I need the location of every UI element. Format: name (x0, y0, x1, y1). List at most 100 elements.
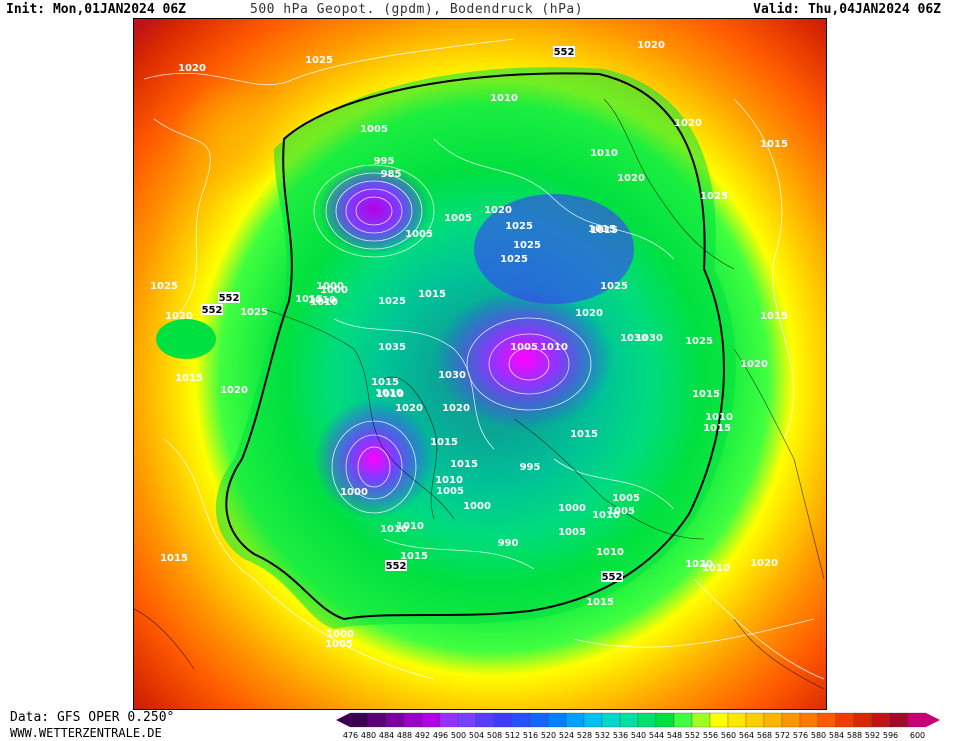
isobar-label: 1010 (396, 521, 424, 532)
isobar-label: 1005 (325, 639, 353, 650)
legend-tick-label: 512 (505, 731, 520, 740)
isobar-label: 1010 (376, 389, 404, 400)
isobar-label: 1020 (220, 385, 248, 396)
legend-tick-label: 572 (775, 731, 790, 740)
legend-tick-label: 500 (451, 731, 466, 740)
valid-time-label: Valid: Thu,04JAN2024 06Z (753, 2, 941, 17)
isobar-label: 1015 (450, 459, 478, 470)
isobar-label: 1020 (685, 559, 713, 570)
legend-tick-label: 524 (559, 731, 574, 740)
isobar-label: 1015 (371, 377, 399, 388)
legend-swatch (439, 712, 459, 728)
isobar-label: 1000 (320, 285, 348, 296)
legend-tick-label: 592 (865, 731, 880, 740)
isobar-label: 1025 (240, 307, 268, 318)
contour-552-label: 552 (602, 572, 623, 583)
isobar-label: 1020 (165, 311, 193, 322)
isobar-label: 1025 (500, 254, 528, 265)
legend-tick-label: 540 (631, 731, 646, 740)
weather-map[interactable]: 1020 1025 1025 1020 1020 1015 1025 1015 1020 1025… (133, 18, 827, 710)
legend-swatch (493, 712, 513, 728)
legend-tick-label: 600 (910, 731, 925, 740)
contour-552-label: 552 (219, 293, 240, 304)
contour-552-label: 552 (554, 47, 575, 58)
isobar-label: 1015 (400, 551, 428, 562)
isobar-label: 1015 (703, 423, 731, 434)
isobar-label: 1020 (178, 63, 206, 74)
legend-swatch (637, 712, 657, 728)
legend-swatch (547, 712, 567, 728)
isobar-label: 1005 (405, 229, 433, 240)
isobar-label: 1035 (378, 342, 406, 353)
legend-swatch (583, 712, 603, 728)
data-source-label: Data: GFS OPER 0.250° (10, 710, 175, 725)
isobar-label: 1005 (612, 493, 640, 504)
isobar-label: 1010 (490, 93, 518, 104)
legend-tick-label: 536 (613, 731, 628, 740)
isobar-label: 1010 (590, 148, 618, 159)
map-title: 500 hPa Geopot. (gpdm), Bodendruck (hPa) (250, 2, 584, 17)
legend-swatch (871, 712, 891, 728)
legend-tick-label: 516 (523, 731, 538, 740)
isobar-label: 1010 (308, 295, 336, 306)
legend-tick-label: 504 (469, 731, 484, 740)
legend-tick-label: 548 (667, 731, 682, 740)
legend-tick-label: 488 (397, 731, 412, 740)
isobar-label: 1000 (558, 503, 586, 514)
isobar-label: 1005 (510, 342, 538, 353)
isobar-label: 1005 (436, 486, 464, 497)
legend-swatch (367, 712, 387, 728)
contour-552-label: 552 (202, 305, 223, 316)
legend-tick-label: 528 (577, 731, 592, 740)
contour-label-bg (601, 571, 623, 582)
isobar-label: 1015 (590, 225, 618, 236)
legend-tick-label: 480 (361, 731, 376, 740)
isobar-label: 1025 (700, 191, 728, 202)
isobar-label: 1020 (442, 403, 470, 414)
legend-swatch (853, 712, 873, 728)
isobar-label: 1010 (310, 297, 338, 308)
legend-swatch (511, 712, 531, 728)
legend-swatch (385, 712, 405, 728)
website-label[interactable]: WWW.WETTERZENTRALE.DE (10, 726, 162, 740)
legend-tick-label: 596 (883, 731, 898, 740)
isobar-label: 1020 (674, 118, 702, 129)
legend-swatch (655, 712, 675, 728)
isobar-label: 990 (498, 538, 519, 549)
legend-swatch (781, 712, 801, 728)
legend-swatch (457, 712, 477, 728)
isobar-label: 1010 (596, 547, 624, 558)
legend-tick-label: 508 (487, 731, 502, 740)
isobar-label: 1025 (505, 221, 533, 232)
legend-tick-label: 588 (847, 731, 862, 740)
isobar-labels: 1020 1025 1025 1020 1020 1015 1025 1015 1020 1025… (150, 40, 788, 650)
isobar-label: 1020 (617, 173, 645, 184)
isobar-label: 1015 (760, 311, 788, 322)
isobar-label: 1020 (740, 359, 768, 370)
legend-tick-label: 532 (595, 731, 610, 740)
legend-swatch (619, 712, 639, 728)
legend-swatch (799, 712, 819, 728)
isobar-label: 1010 (592, 510, 620, 521)
isobar-label: 1010 (380, 524, 408, 535)
contour-552-label: 552 (386, 561, 407, 572)
contour-label-bg (218, 292, 240, 303)
isobar-label: 1030 (635, 333, 663, 344)
isobar-label: 1020 (484, 205, 512, 216)
isobar-label: 1020 (637, 40, 665, 51)
isobar-label: 1010 (375, 388, 403, 399)
isobar-label: 1015 (430, 437, 458, 448)
legend-swatch (421, 712, 441, 728)
isobar-label: 1030 (438, 370, 466, 381)
contour-label-bg (385, 560, 407, 571)
isobar-label: 1010 (705, 412, 733, 423)
legend-swatch (403, 712, 423, 728)
legend-swatch (727, 712, 747, 728)
legend-tick-label: 564 (739, 731, 754, 740)
legend-tick-label: 568 (757, 731, 772, 740)
isobar-label: 1020 (575, 308, 603, 319)
isobar-label: 1025 (305, 55, 333, 66)
legend-tick-label: 484 (379, 731, 394, 740)
isobar-label: 1010 (702, 563, 730, 574)
